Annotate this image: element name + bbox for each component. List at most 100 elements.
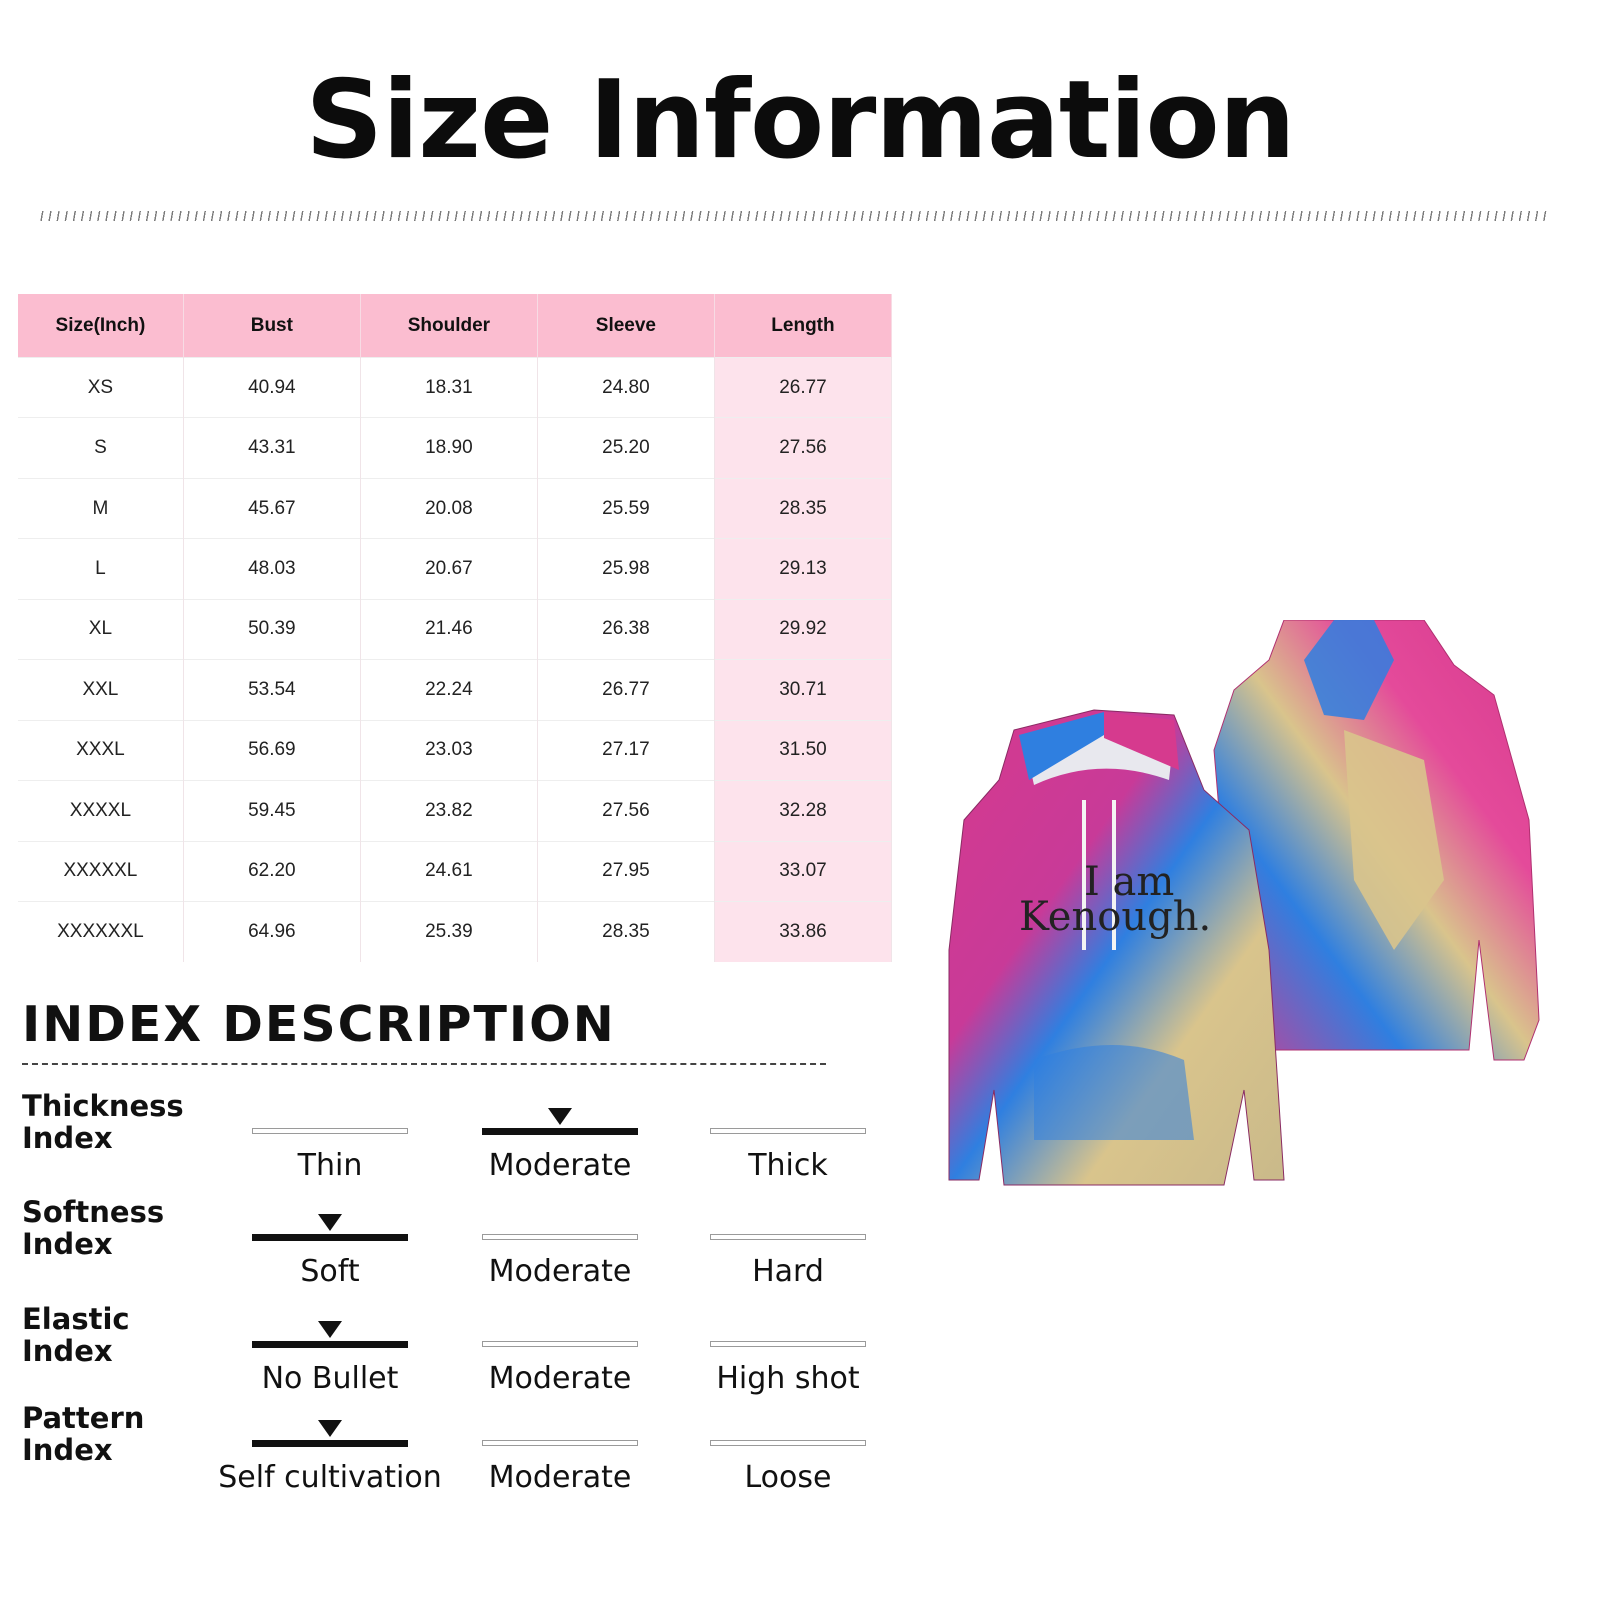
- cell-length: 30.71: [714, 659, 893, 721]
- cell-shoulder: 25.39: [360, 900, 538, 962]
- table-row: L 48.03 20.67 25.98 29.13: [18, 538, 893, 600]
- cell-length: 26.77: [714, 356, 893, 418]
- index-label: Elastic Index: [22, 1303, 130, 1367]
- index-option-label: Moderate: [488, 1361, 632, 1396]
- index-label-line1: Pattern: [22, 1401, 145, 1435]
- index-option-label: Moderate: [488, 1460, 632, 1495]
- index-bar-selected: [482, 1128, 638, 1135]
- cell-length: 29.92: [714, 598, 893, 660]
- index-label-line1: Elastic: [22, 1302, 130, 1336]
- cell-shoulder: 20.08: [360, 477, 538, 539]
- cell-bust: 62.20: [183, 840, 361, 902]
- index-bar: [710, 1234, 866, 1240]
- cell-length: 33.86: [714, 900, 893, 962]
- index-bar: [710, 1440, 866, 1446]
- index-description-title: INDEX DESCRIPTION: [22, 996, 616, 1053]
- selected-marker-icon: [318, 1420, 342, 1437]
- index-bar-selected: [252, 1341, 408, 1348]
- cell-size: L: [18, 538, 184, 600]
- index-bar: [252, 1128, 408, 1134]
- cell-size: XXXXL: [18, 780, 184, 841]
- cell-length: 33.07: [714, 840, 893, 902]
- hoodie-illustration: I am Kenough.: [948, 619, 1540, 1186]
- index-label-line1: Softness: [22, 1195, 165, 1229]
- cell-size: XXXXXXL: [18, 900, 184, 962]
- cell-sleeve: 24.80: [537, 356, 715, 418]
- table-row: S 43.31 18.90 25.20 27.56: [18, 417, 893, 479]
- cell-length: 32.28: [714, 780, 893, 841]
- table-row: XXXXL 59.45 23.82 27.56 32.28: [18, 780, 893, 841]
- hoodie-product-image: I am Kenough.: [924, 619, 1584, 1214]
- index-bar: [710, 1128, 866, 1134]
- index-bar: [482, 1341, 638, 1347]
- cell-shoulder: 20.67: [360, 538, 538, 600]
- index-bar: [710, 1341, 866, 1347]
- cell-bust: 56.69: [183, 719, 361, 781]
- cell-size: XL: [18, 598, 184, 660]
- index-option-label: High shot: [716, 1361, 860, 1396]
- cell-bust: 45.67: [183, 477, 361, 539]
- column-header-size: Size(Inch): [18, 294, 184, 358]
- cell-length: 28.35: [714, 477, 893, 539]
- cell-size: S: [18, 417, 184, 479]
- cell-shoulder: 21.46: [360, 598, 538, 660]
- selected-marker-icon: [318, 1321, 342, 1338]
- index-label-line2: Index: [22, 1433, 113, 1467]
- cell-shoulder: 23.82: [360, 780, 538, 841]
- cell-length: 29.13: [714, 538, 893, 600]
- index-label-line2: Index: [22, 1227, 113, 1261]
- cell-sleeve: 25.20: [537, 417, 715, 479]
- cell-sleeve: 27.17: [537, 719, 715, 781]
- index-label: Thickness Index: [22, 1090, 184, 1154]
- cell-shoulder: 24.61: [360, 840, 538, 902]
- index-label-line2: Index: [22, 1334, 113, 1368]
- index-label: Softness Index: [22, 1196, 164, 1260]
- size-chart-table: Size(Inch) Bust Shoulder Sleeve Length X…: [18, 294, 893, 962]
- table-row: XS 40.94 18.31 24.80 26.77: [18, 356, 893, 418]
- table-row: XXL 53.54 22.24 26.77 30.71: [18, 659, 893, 721]
- selected-marker-icon: [318, 1214, 342, 1231]
- table-row: XL 50.39 21.46 26.38 29.92: [18, 598, 893, 660]
- table-row: XXXXXL 62.20 24.61 27.95 33.07: [18, 840, 893, 902]
- index-option-label: Soft: [300, 1254, 360, 1289]
- hoodie-print-line1: I am: [1084, 859, 1174, 905]
- index-label-line2: Index: [22, 1121, 113, 1155]
- table-row: M 45.67 20.08 25.59 28.35: [18, 477, 893, 539]
- column-header-sleeve: Sleeve: [537, 294, 715, 358]
- cell-shoulder: 22.24: [360, 659, 538, 721]
- selected-marker-icon: [548, 1108, 572, 1125]
- cell-bust: 53.54: [183, 659, 361, 721]
- index-option-label: Thin: [297, 1148, 363, 1183]
- cell-size: XS: [18, 356, 184, 418]
- cell-sleeve: 26.77: [537, 659, 715, 721]
- table-header-row: Size(Inch) Bust Shoulder Sleeve Length: [18, 294, 893, 358]
- cell-shoulder: 18.90: [360, 417, 538, 479]
- cell-bust: 43.31: [183, 417, 361, 479]
- column-header-length: Length: [714, 294, 893, 358]
- cell-length: 31.50: [714, 719, 893, 781]
- cell-sleeve: 27.95: [537, 840, 715, 902]
- hoodie-print-line2: Kenough.: [1019, 894, 1211, 940]
- cell-sleeve: 25.98: [537, 538, 715, 600]
- index-bar: [482, 1440, 638, 1446]
- hatched-divider: [38, 211, 1548, 221]
- cell-bust: 40.94: [183, 356, 361, 418]
- cell-sleeve: 26.38: [537, 598, 715, 660]
- cell-length: 27.56: [714, 417, 893, 479]
- cell-sleeve: 25.59: [537, 477, 715, 539]
- index-option-label: Thick: [748, 1148, 828, 1183]
- cell-bust: 50.39: [183, 598, 361, 660]
- index-bar: [482, 1234, 638, 1240]
- cell-size: M: [18, 477, 184, 539]
- cell-size: XXL: [18, 659, 184, 721]
- table-row: XXXXXXL 64.96 25.39 28.35 33.86: [18, 900, 893, 962]
- index-option-label: Self cultivation: [218, 1460, 442, 1495]
- cell-bust: 64.96: [183, 900, 361, 962]
- index-label: Pattern Index: [22, 1402, 144, 1466]
- index-option-label: Moderate: [488, 1148, 632, 1183]
- cell-sleeve: 27.56: [537, 780, 715, 841]
- index-option-label: Moderate: [488, 1254, 632, 1289]
- size-table-body: XS 40.94 18.31 24.80 26.77 S 43.31 18.90 25.20 27…: [18, 356, 893, 962]
- index-label-line1: Thickness: [22, 1089, 184, 1123]
- index-option-label: Hard: [752, 1254, 824, 1289]
